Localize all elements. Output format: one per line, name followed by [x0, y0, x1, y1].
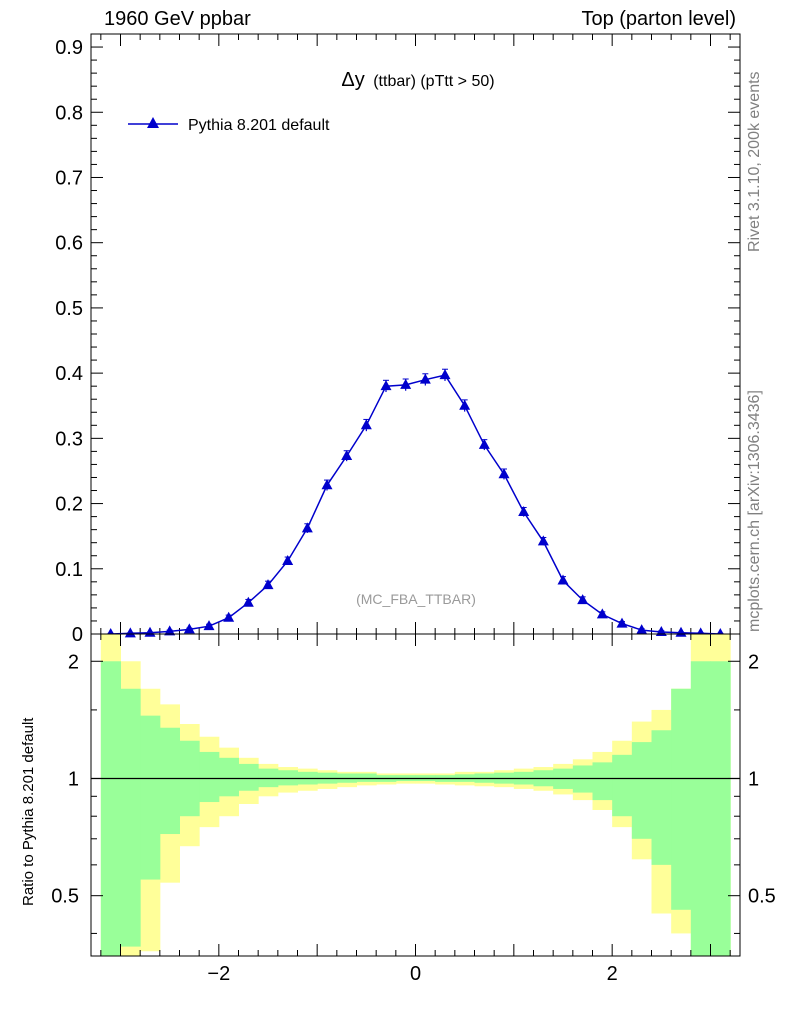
ratio-band-bin [710, 661, 731, 956]
y-tick-label: 0.2 [55, 494, 83, 516]
ratio-band-bin [100, 661, 121, 956]
ratio-band-bin [671, 688, 692, 910]
data-point [439, 369, 451, 380]
plot-title-rest: (ttbar) (pTtt > 50) [373, 73, 494, 90]
data-point [537, 535, 549, 546]
data-point [223, 611, 235, 622]
ratio-y-tick-label-right: 1 [748, 768, 759, 790]
ratio-band-bin [631, 742, 652, 839]
y-tick-label: 0.7 [55, 167, 83, 189]
ratio-band-bin [612, 754, 633, 817]
data-point [183, 623, 195, 634]
ratio-plot-area: −2 0 2 0.5 0.5 1 1 2 2 [51, 633, 776, 985]
data-point [360, 419, 372, 430]
plot-title-symbol: Δy [341, 69, 364, 91]
ratio-band-bin [140, 715, 161, 880]
ratio-y-tick-label: 1 [68, 768, 79, 790]
data-point [459, 399, 471, 410]
data-point [164, 625, 176, 636]
y-tick-label: 0.9 [55, 37, 83, 59]
ratio-y-tick-label: 2 [68, 651, 79, 673]
data-point [242, 596, 254, 607]
legend-marker [147, 117, 159, 128]
y-tick-label: 0.6 [55, 233, 83, 255]
y-tick-label: 0.3 [55, 428, 83, 450]
legend: Pythia 8.201 default [128, 117, 330, 134]
data-point [262, 579, 274, 590]
header-observable-label: Top (parton level) [581, 8, 736, 30]
data-point [498, 468, 510, 479]
data-point [380, 380, 392, 391]
ratio-band-bin [277, 770, 298, 786]
data-point [301, 522, 313, 533]
data-point [675, 626, 687, 637]
data-point [518, 506, 530, 517]
ratio-y-tick-label-right: 0.5 [748, 886, 776, 908]
data-point [596, 608, 608, 619]
ratio-y-tick-label-right: 2 [748, 651, 759, 673]
data-point [636, 624, 648, 635]
data-point [616, 617, 628, 628]
analysis-watermark: (MC_FBA_TTBAR) [356, 591, 476, 607]
y-tick-label: 0.5 [55, 298, 83, 320]
ratio-band-bin [218, 757, 239, 797]
y-tick-label: 0 [72, 624, 83, 646]
x-tick-label: 2 [607, 963, 618, 985]
ratio-band-bin [592, 762, 613, 801]
data-point [577, 594, 589, 605]
ratio-band-bin [159, 727, 180, 835]
ratio-band-bin [120, 688, 141, 947]
y-tick-label: 0.1 [55, 559, 83, 581]
data-point [124, 627, 136, 638]
ratio-band-bin [238, 763, 259, 791]
plot-title: Δy (ttbar) (pTtt > 50) [341, 69, 494, 91]
data-point [203, 620, 215, 631]
data-point [419, 373, 431, 384]
data-point [400, 378, 412, 389]
data-point [341, 449, 353, 460]
ratio-band-bin [690, 661, 711, 956]
data-point [282, 554, 294, 565]
data-point [321, 479, 333, 490]
y-tick-label: 0.4 [55, 363, 83, 385]
ratio-band-bin [651, 730, 672, 865]
x-tick-label: 0 [410, 963, 421, 985]
ratio-y-tick-label: 0.5 [51, 886, 79, 908]
ratio-band-bin [356, 773, 377, 782]
legend-entry-label: Pythia 8.201 default [188, 117, 330, 134]
data-point [557, 574, 569, 585]
x-tick-label: −2 [207, 963, 230, 985]
main-plot-area: 0 0.1 0.2 0.3 0.4 0.5 0.6 0.7 0.8 0.9 [55, 33, 741, 646]
ratio-band-bin [199, 751, 220, 803]
series-line [110, 374, 721, 635]
header-process-label: 1960 GeV ppbar [104, 8, 251, 30]
data-point [478, 438, 490, 449]
y-tick-label: 0.8 [55, 102, 83, 124]
